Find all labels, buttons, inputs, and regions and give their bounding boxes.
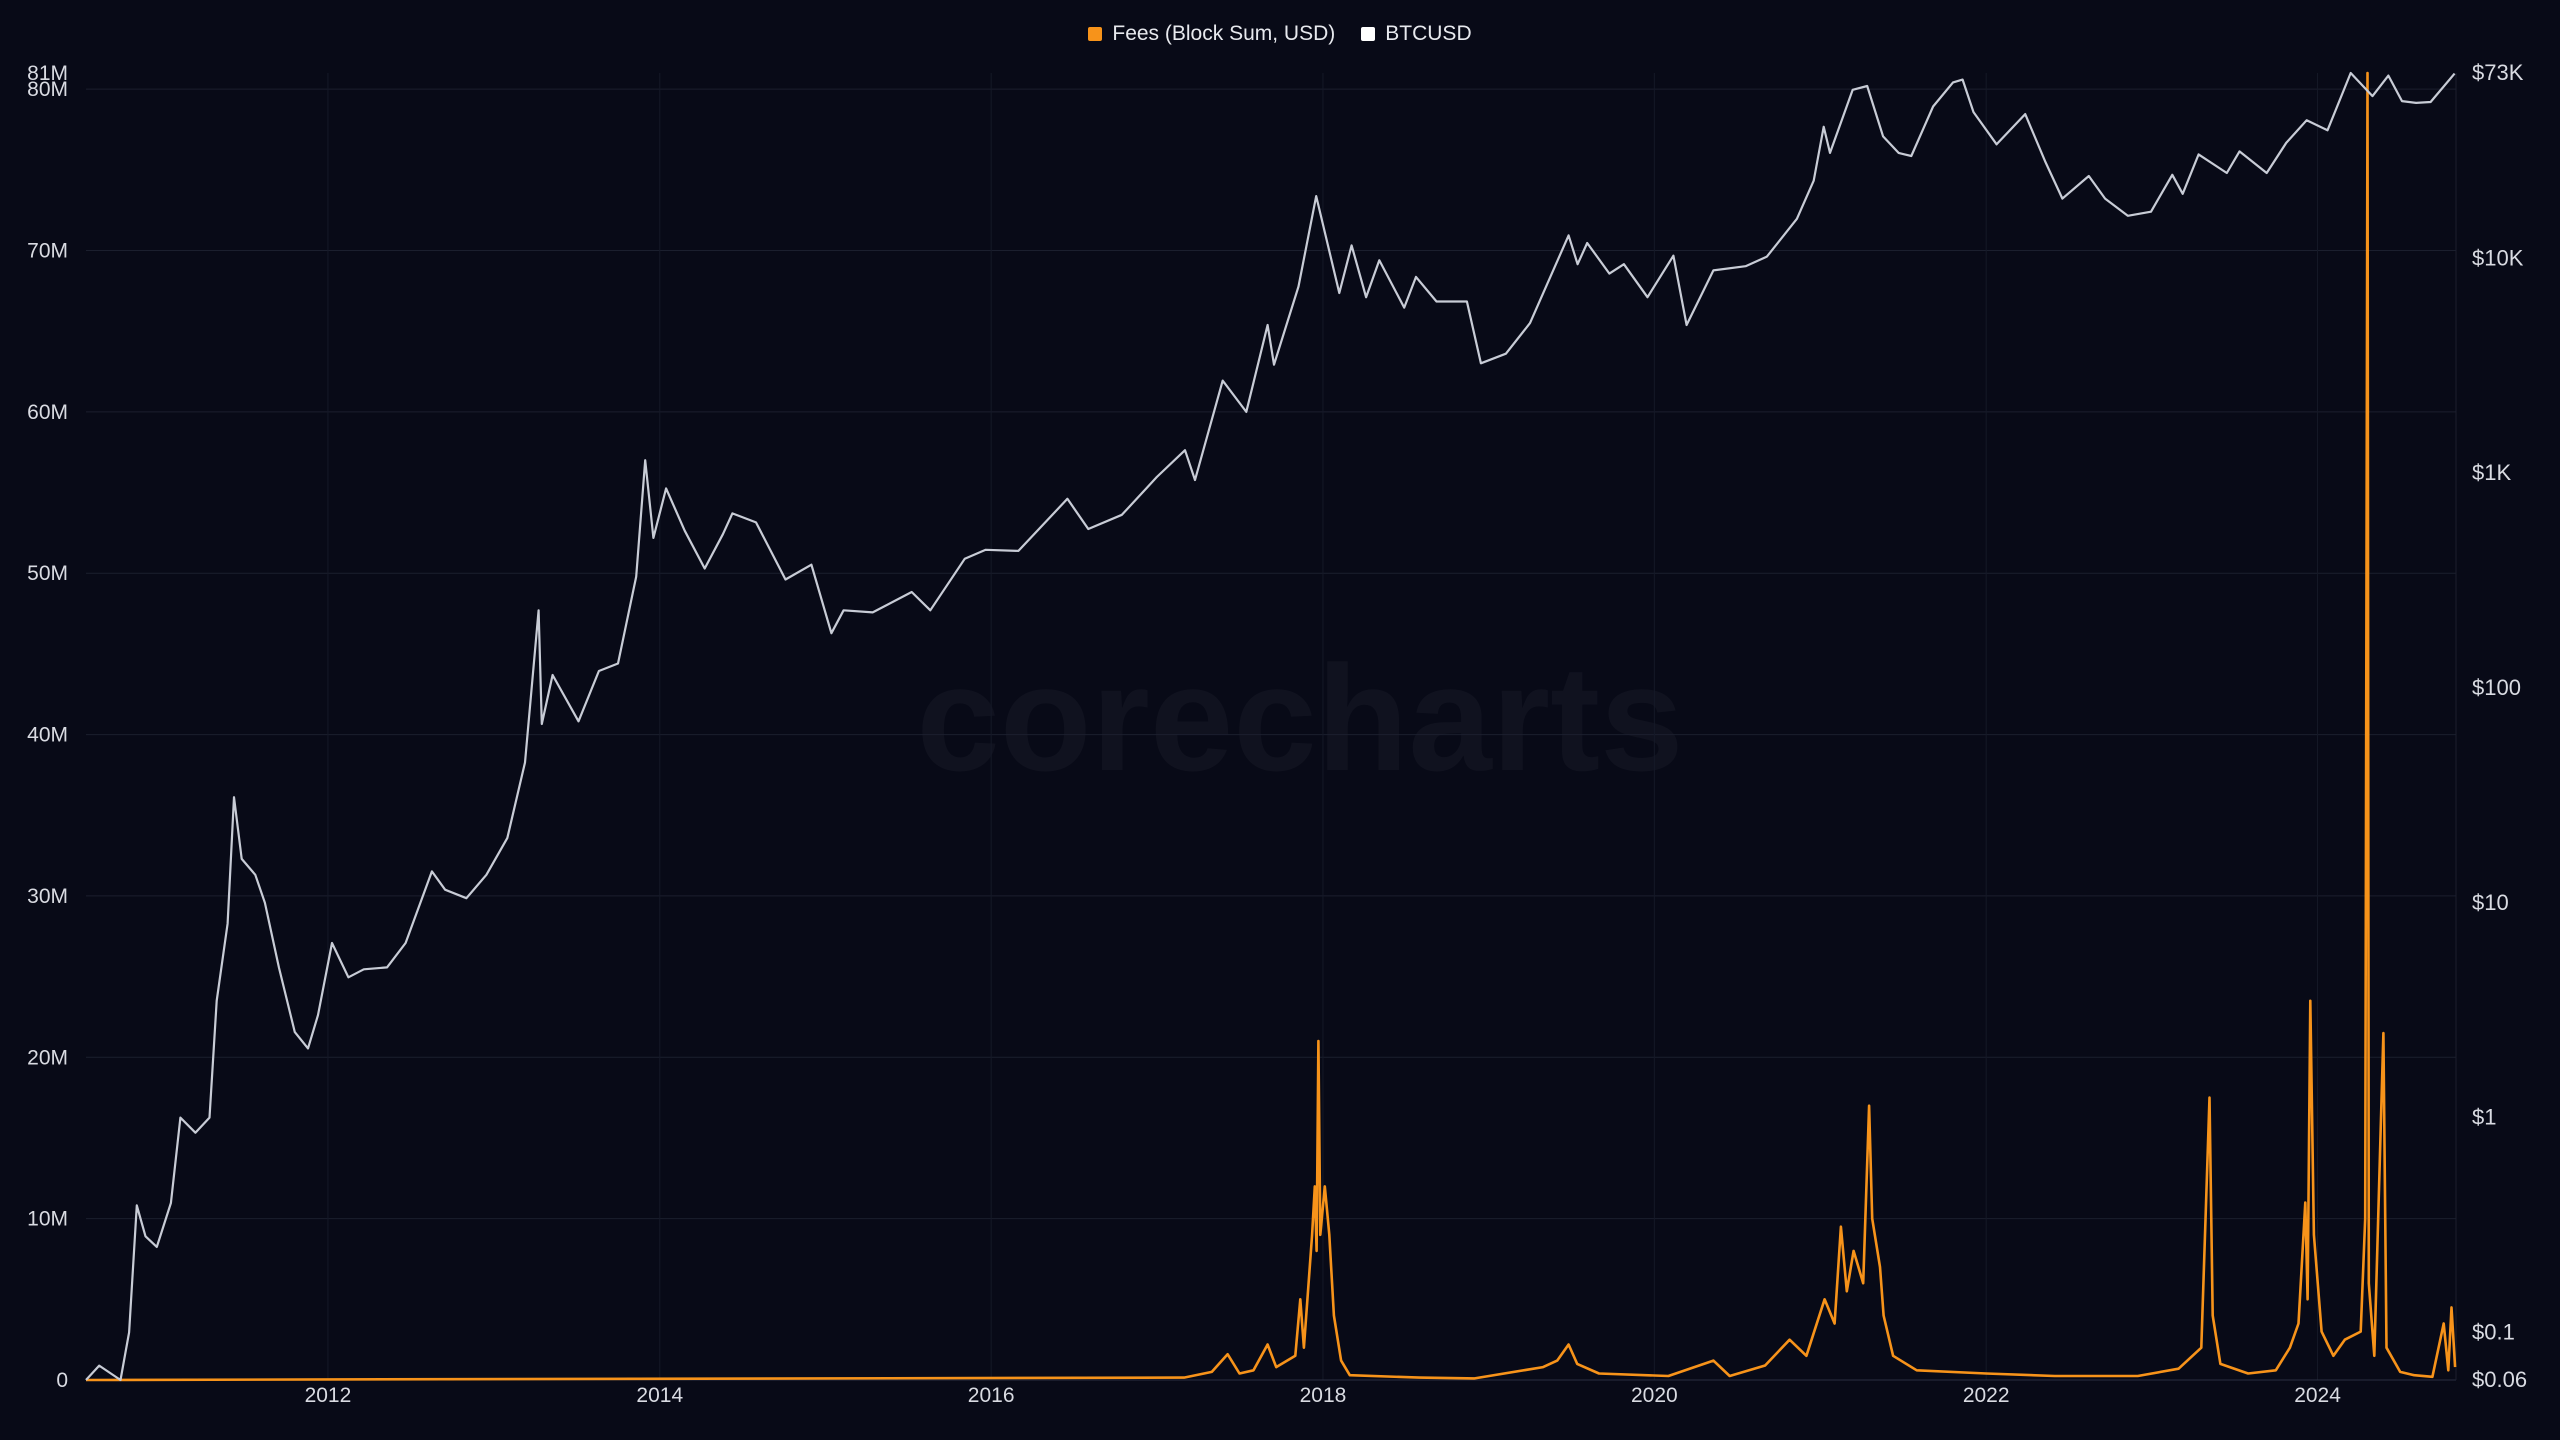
btcusd-series <box>85 71 2456 1382</box>
y-left-tick-label: 0 <box>56 1369 68 1392</box>
legend-label-fees: Fees (Block Sum, USD) <box>1112 22 1336 45</box>
watermark-text: corecharts <box>916 634 1683 802</box>
x-tick-label: 2018 <box>1300 1384 1347 1407</box>
x-tick-label: 2012 <box>305 1384 352 1407</box>
y-left-tick-label: 80M <box>27 78 68 101</box>
y-right-tick-label: $1 <box>2472 1105 2496 1130</box>
y-left-tick-label: 30M <box>27 885 68 908</box>
y-right-tick-label: $10K <box>2472 245 2524 270</box>
y-right-tick-label: $100 <box>2472 675 2521 700</box>
x-tick-label: 2022 <box>1963 1384 2010 1407</box>
legend-swatch-btcusd <box>1361 27 1376 41</box>
y-right-tick-label: $0.06 <box>2472 1367 2527 1392</box>
chart-legend: Fees (Block Sum, USD) BTCUSD <box>0 22 2560 46</box>
y-left-tick-label: 20M <box>27 1046 68 1069</box>
y-left-tick-label: 10M <box>27 1208 68 1231</box>
x-tick-label: 2014 <box>636 1384 683 1407</box>
y-right-tick-label: $10 <box>2472 890 2509 915</box>
x-tick-label: 2024 <box>2294 1384 2341 1407</box>
legend-swatch-fees <box>1088 27 1103 41</box>
legend-item-fees[interactable]: Fees (Block Sum, USD) <box>1088 22 1335 46</box>
y-right-tick-label: $0.1 <box>2472 1319 2515 1344</box>
btcusd-line <box>85 71 2456 1382</box>
fees-line <box>85 71 2457 1382</box>
fees-series <box>85 71 2457 1382</box>
legend-label-btcusd: BTCUSD <box>1385 22 1472 45</box>
y-right-tick-label: $1K <box>2472 460 2511 485</box>
x-tick-label: 2020 <box>1631 1384 1678 1407</box>
y-left-tick-label: 60M <box>27 401 68 424</box>
y-right-tick-label: $73K <box>2472 60 2524 85</box>
y-left-tick-label: 70M <box>27 239 68 262</box>
x-tick-label: 2016 <box>968 1384 1015 1407</box>
y-left-tick-label: 50M <box>27 562 68 585</box>
y-left-tick-label: 40M <box>27 724 68 747</box>
legend-item-btcusd[interactable]: BTCUSD <box>1361 22 1472 46</box>
y-left-tick-label: 81M <box>27 62 68 85</box>
